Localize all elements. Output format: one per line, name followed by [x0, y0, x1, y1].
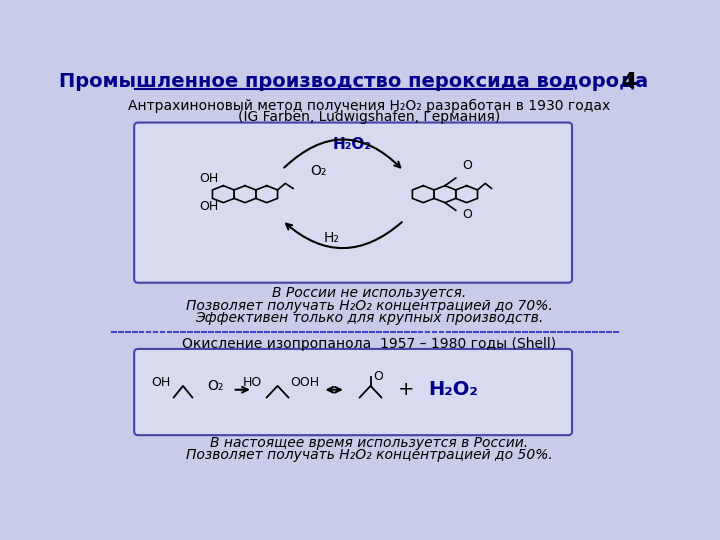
Text: HO: HO: [243, 375, 262, 389]
Text: OH: OH: [151, 375, 171, 389]
Text: OH: OH: [199, 172, 219, 185]
Text: H₂O₂: H₂O₂: [428, 380, 477, 399]
FancyBboxPatch shape: [134, 123, 572, 283]
Text: В настоящее время используется в России.: В настоящее время используется в России.: [210, 436, 528, 450]
Text: Позволяет получать H₂O₂ концентрацией до 70%.: Позволяет получать H₂O₂ концентрацией до…: [186, 299, 552, 313]
Text: Антрахиноновый метод получения H₂O₂ разработан в 1930 годах: Антрахиноновый метод получения H₂O₂ разр…: [128, 99, 610, 113]
Text: H₂: H₂: [324, 231, 340, 245]
Text: O: O: [462, 159, 472, 172]
Text: 4: 4: [621, 72, 636, 92]
Text: В России не используется.: В России не используется.: [272, 287, 466, 300]
Text: OOH: OOH: [290, 375, 319, 389]
Text: (IG Farben, Ludwigshafen, Германия): (IG Farben, Ludwigshafen, Германия): [238, 110, 500, 124]
Text: OH: OH: [199, 200, 219, 213]
Text: H₂O₂: H₂O₂: [333, 137, 372, 152]
Text: O: O: [462, 208, 472, 221]
Text: Окисление изопропанола  1957 – 1980 годы (Shell): Окисление изопропанола 1957 – 1980 годы …: [182, 338, 556, 352]
Text: O: O: [373, 370, 383, 383]
Text: O₂: O₂: [207, 379, 224, 393]
Text: Промышленное производство пероксида водорода: Промышленное производство пероксида водо…: [59, 72, 648, 91]
Text: +: +: [398, 380, 415, 399]
Text: Позволяет получать H₂O₂ концентрацией до 50%.: Позволяет получать H₂O₂ концентрацией до…: [186, 448, 552, 462]
Text: O₂: O₂: [310, 164, 327, 178]
Text: Эффективен только для крупных производств.: Эффективен только для крупных производст…: [195, 311, 543, 325]
FancyBboxPatch shape: [134, 349, 572, 435]
